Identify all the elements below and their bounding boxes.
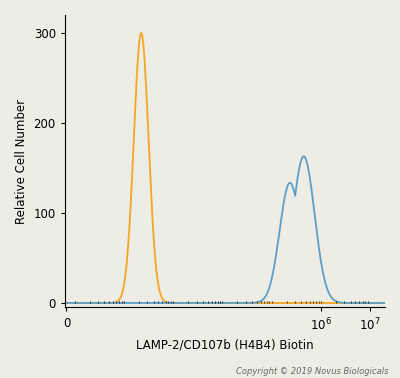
Text: Copyright © 2019 Novus Biologicals: Copyright © 2019 Novus Biologicals [236, 367, 388, 376]
X-axis label: LAMP-2/CD107b (H4B4) Biotin: LAMP-2/CD107b (H4B4) Biotin [136, 339, 314, 352]
Y-axis label: Relative Cell Number: Relative Cell Number [15, 99, 28, 224]
